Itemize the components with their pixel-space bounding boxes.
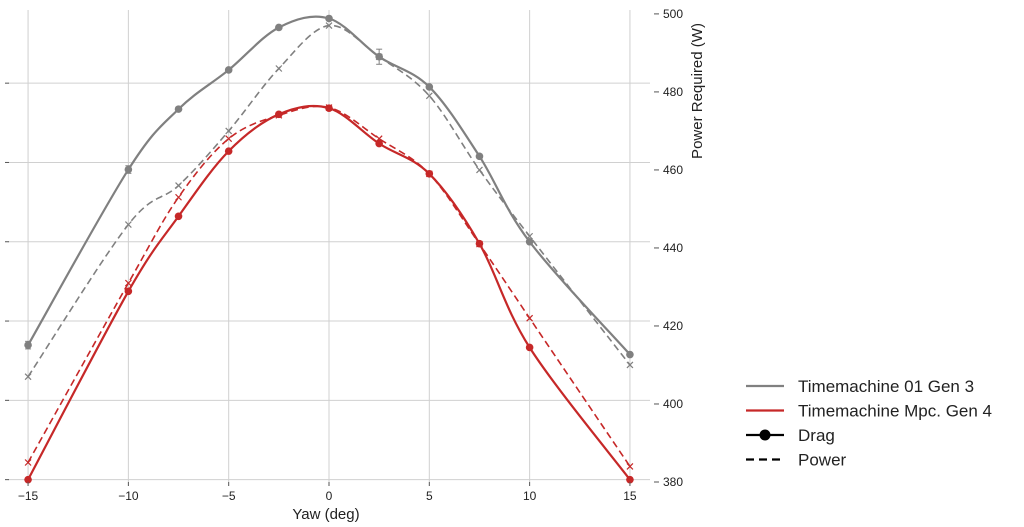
right-y-tick-label: 420 [663, 319, 683, 333]
data-point [175, 193, 182, 201]
x-tick-label: 0 [326, 489, 333, 503]
data-point [224, 66, 233, 74]
data-point [626, 350, 634, 359]
axes: −15 −10 −5 0 5 10 15 380 400 420 440 460 480 500 [5, 7, 683, 503]
data-point [626, 361, 634, 369]
data-point [174, 212, 183, 221]
data-point [275, 111, 283, 119]
data-point [526, 314, 534, 322]
right-y-tick-label: 380 [663, 475, 683, 489]
legend-item-power: Power [746, 451, 847, 470]
data-point [325, 22, 333, 30]
data-point [275, 65, 283, 72]
data-point [174, 105, 183, 113]
x-tick-label: 5 [426, 489, 433, 503]
data-point [475, 152, 484, 161]
data-point [325, 14, 333, 23]
data-point [325, 104, 333, 111]
x-tick-label: −15 [18, 489, 39, 503]
y-axis-label: Power Required (W) [689, 23, 706, 159]
data-point [124, 221, 132, 228]
data-point [24, 341, 32, 349]
legend-label: Timemachine Mpc. Gen 4 [798, 402, 992, 421]
series-timemachine-mpc-gen-4-power [24, 104, 634, 470]
data-point [225, 135, 233, 143]
data-point [124, 279, 132, 287]
grid [8, 10, 650, 482]
data-point [425, 170, 433, 178]
legend-label: Power [798, 451, 847, 470]
data-point [175, 182, 182, 189]
data-point [425, 92, 433, 100]
data-point [124, 287, 133, 296]
right-y-tick-label: 440 [663, 241, 683, 255]
data-point [124, 165, 133, 174]
data-point [275, 23, 283, 32]
data-point [525, 237, 534, 246]
legend-item-timemachine-01-gen-3: Timemachine 01 Gen 3 [746, 377, 974, 396]
legend-label: Drag [798, 426, 835, 445]
data-point [24, 459, 32, 466]
legend-item-timemachine-mpc-gen-4: Timemachine Mpc. Gen 4 [746, 402, 992, 421]
data-point [425, 83, 434, 91]
series-timemachine-01-gen-3-power [24, 22, 634, 381]
data-point [476, 166, 483, 174]
x-tick-label: −10 [118, 489, 139, 503]
data-point [626, 475, 634, 484]
x-tick-label: 15 [623, 489, 637, 503]
x-tick-label: −5 [222, 489, 236, 503]
data-point [526, 232, 534, 240]
data-point [476, 240, 483, 248]
data-point [24, 373, 32, 381]
x-axis-label: Yaw (deg) [292, 506, 359, 523]
data-point [224, 147, 233, 155]
x-tick-label: 10 [523, 489, 537, 503]
data-point [375, 139, 383, 148]
right-y-tick-label: 400 [663, 397, 683, 411]
right-y-tick-label: 460 [663, 163, 683, 177]
right-y-tick-label: 500 [663, 7, 683, 21]
data-point [375, 53, 383, 61]
legend: Timemachine 01 Gen 3 Timemachine Mpc. Gen… [746, 377, 992, 470]
legend-item-drag: Drag [746, 426, 835, 445]
data-point [525, 343, 534, 352]
legend-label: Timemachine 01 Gen 3 [798, 377, 974, 396]
data-point [626, 462, 634, 470]
legend-marker [759, 429, 771, 441]
data-point [24, 475, 32, 484]
data-point [375, 135, 383, 143]
series-layer [24, 14, 634, 484]
data-point [225, 127, 233, 135]
right-y-tick-label: 480 [663, 85, 683, 99]
